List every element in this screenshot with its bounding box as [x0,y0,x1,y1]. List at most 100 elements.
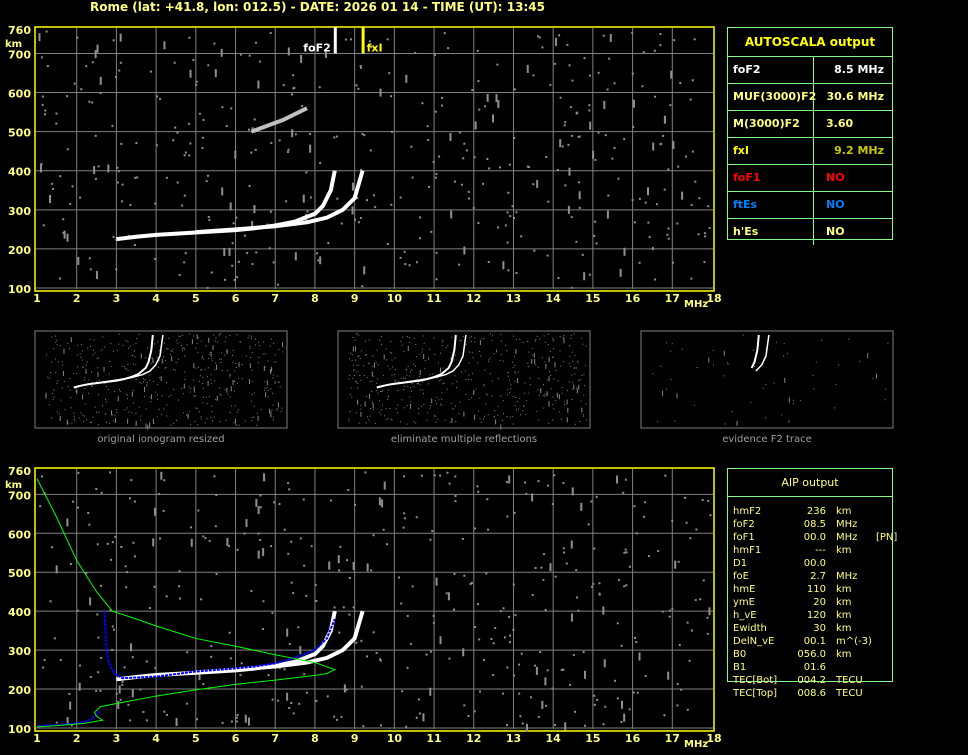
noise-dot [533,249,536,252]
thumb-noise [358,364,360,366]
thumb-noise [381,390,383,392]
noise-dot [571,487,574,496]
thumb-noise [499,359,501,361]
thumb-noise [357,387,359,389]
noise-dot [623,247,626,256]
thumb-noise [527,362,529,364]
thumb-noise [55,335,57,337]
thumb-noise [264,389,266,391]
noise-dot [432,614,435,617]
thumb-noise [370,407,372,409]
thumb-noise [111,414,113,416]
noise-dot [363,266,366,275]
thumb-noise [156,416,158,418]
noise-dot [220,48,223,57]
thumb-noise [251,369,253,371]
noise-dot [502,261,505,270]
thumb-noise [135,420,137,426]
noise-dot [545,704,548,707]
noise-dot [508,641,511,644]
thumb-noise [207,357,209,359]
noise-dot [686,621,689,624]
aip-cell [876,505,896,518]
noise-dot [513,136,516,139]
thumb-noise [204,368,206,370]
aip-cell: 008.6 [797,688,826,699]
noise-dot [287,552,290,555]
thumb-noise [813,388,815,390]
thumb-noise [432,373,434,375]
noise-dot [97,671,100,674]
noise-dot [244,714,247,723]
thumb-noise [524,392,526,394]
thumb-noise [788,397,790,403]
thumb-noise [465,393,467,395]
noise-dot [430,230,433,233]
noise-dot [418,237,421,240]
noise-dot [188,154,191,157]
thumb-noise [267,360,269,362]
thumb-noise [197,424,199,426]
noise-dot [43,659,46,662]
noise-dot [253,118,256,121]
aip-cell: km [836,545,852,556]
thumb-noise [561,392,563,394]
noise-dot [145,660,148,663]
aip-cell: km [836,597,852,608]
noise-dot [89,268,92,271]
thumb-noise [117,396,119,402]
thumb-noise [272,377,274,379]
aip-cell: MHz [836,571,858,582]
noise-dot [159,97,162,100]
thumb-noise [360,411,362,417]
thumb-noise [569,345,571,347]
noise-dot [508,615,511,618]
thumb-noise [528,392,530,394]
thumb-noise [380,336,382,338]
noise-dot [546,669,549,672]
noise-dot [679,81,682,84]
thumb-noise [356,371,358,373]
thumb-noise [581,407,583,413]
noise-dot [462,648,465,657]
noise-dot [213,475,216,478]
thumb-noise [195,367,197,369]
aip-cell: TECU [836,675,863,686]
thumb-noise [585,364,587,366]
thumb-noise [500,354,502,356]
thumb-noise [742,334,744,336]
thumb-noise [569,365,571,367]
thumb-noise [196,342,198,344]
noise-dot [118,685,121,694]
thumb-noise [437,362,439,364]
thumb-noise [264,381,266,383]
noise-dot [340,222,343,225]
noise-dot [699,598,702,601]
thumb-noise [423,404,425,406]
noise-dot [678,644,681,647]
thumb-noise [151,357,153,359]
noise-dot [502,607,505,610]
thumb-noise [423,354,425,360]
noise-dot [434,176,437,179]
thumb-noise [403,389,405,391]
thumb-noise [270,369,272,375]
noise-dot [107,164,110,173]
thumb-noise [210,352,212,354]
noise-dot [270,141,273,144]
noise-dot [492,642,495,645]
noise-dot [142,710,145,713]
thumb-noise [156,394,158,396]
thumb-noise [560,418,562,420]
noise-dot [152,538,155,547]
thumb-noise [224,341,226,343]
thumb-noise [442,339,444,341]
thumb-noise [885,388,887,390]
noise-dot [506,515,509,518]
thumb-noise [238,377,240,379]
thumb-noise [76,366,78,368]
noise-dot [487,528,490,531]
noise-dot [124,565,127,568]
autoscala-row: foF2 8.5 MHz [728,57,892,84]
thumb-noise [188,411,190,413]
